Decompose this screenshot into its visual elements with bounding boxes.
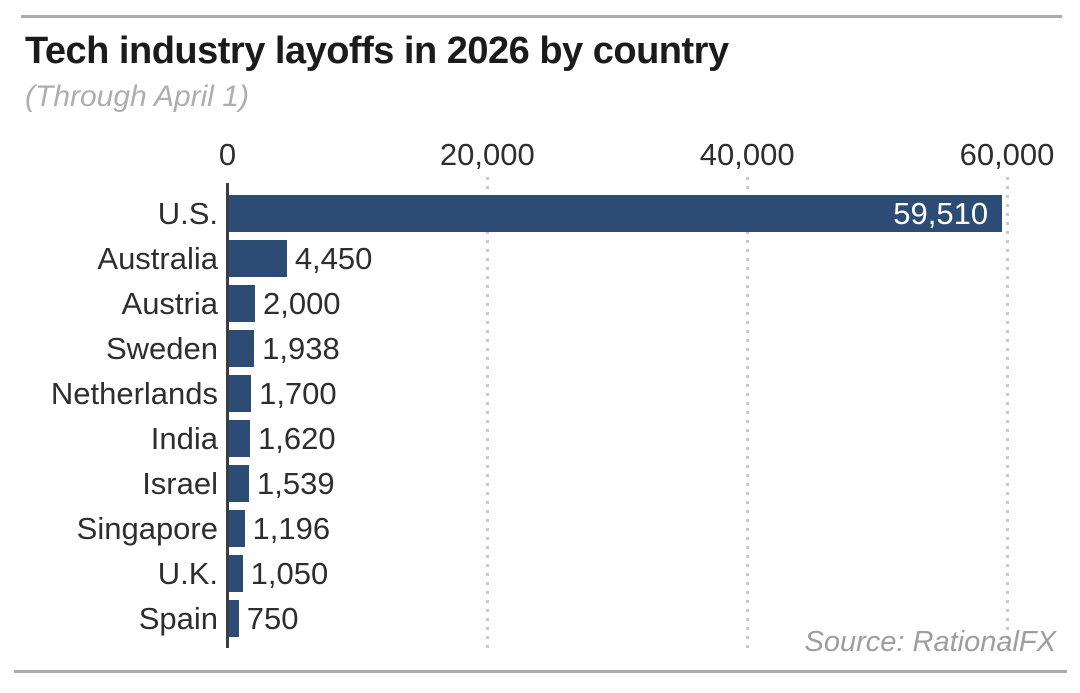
x-tick-label: 20,000 (439, 137, 535, 172)
category-label: Sweden (105, 331, 218, 366)
category-label: Australia (97, 241, 218, 276)
value-label: 59,510 (893, 196, 989, 231)
bar (229, 510, 245, 547)
category-label: Austria (121, 286, 218, 321)
category-label: Singapore (76, 511, 218, 546)
category-label: Netherlands (50, 376, 218, 411)
bar (229, 195, 1003, 232)
value-label: 1,539 (256, 466, 335, 501)
bar (229, 420, 251, 457)
value-label: 750 (246, 601, 299, 636)
value-label: 1,620 (258, 421, 336, 456)
category-label: U.K. (157, 556, 218, 591)
bar (229, 465, 249, 502)
bar (229, 555, 243, 592)
chart-subtitle: (Through April 1) (25, 80, 249, 113)
x-tick-label: 0 (218, 137, 237, 172)
value-label: 1,196 (252, 511, 331, 546)
category-label: Israel (142, 466, 218, 501)
bar (229, 600, 239, 637)
x-tick-label: 40,000 (699, 137, 795, 172)
x-tick-label: 60,000 (959, 137, 1055, 172)
category-label: Spain (138, 601, 218, 636)
value-label: 1,050 (250, 556, 329, 591)
gridline (745, 177, 749, 648)
bar (229, 330, 255, 367)
top-rule (21, 15, 1062, 18)
value-label: 2,000 (262, 286, 341, 321)
bottom-rule (14, 670, 1067, 673)
value-label: 4,450 (294, 241, 373, 276)
bar (229, 240, 287, 277)
bar (229, 375, 252, 412)
source-credit: Source: RationalFX (804, 626, 1056, 658)
category-label: U.S. (157, 196, 218, 231)
y-axis-line (226, 183, 229, 648)
gridline (485, 177, 489, 648)
category-label: India (150, 421, 218, 456)
value-label: 1,700 (259, 376, 337, 411)
value-label: 1,938 (262, 331, 340, 366)
chart-title: Tech industry layoffs in 2026 by country (25, 30, 729, 72)
bar (229, 285, 255, 322)
gridline (1005, 177, 1009, 648)
